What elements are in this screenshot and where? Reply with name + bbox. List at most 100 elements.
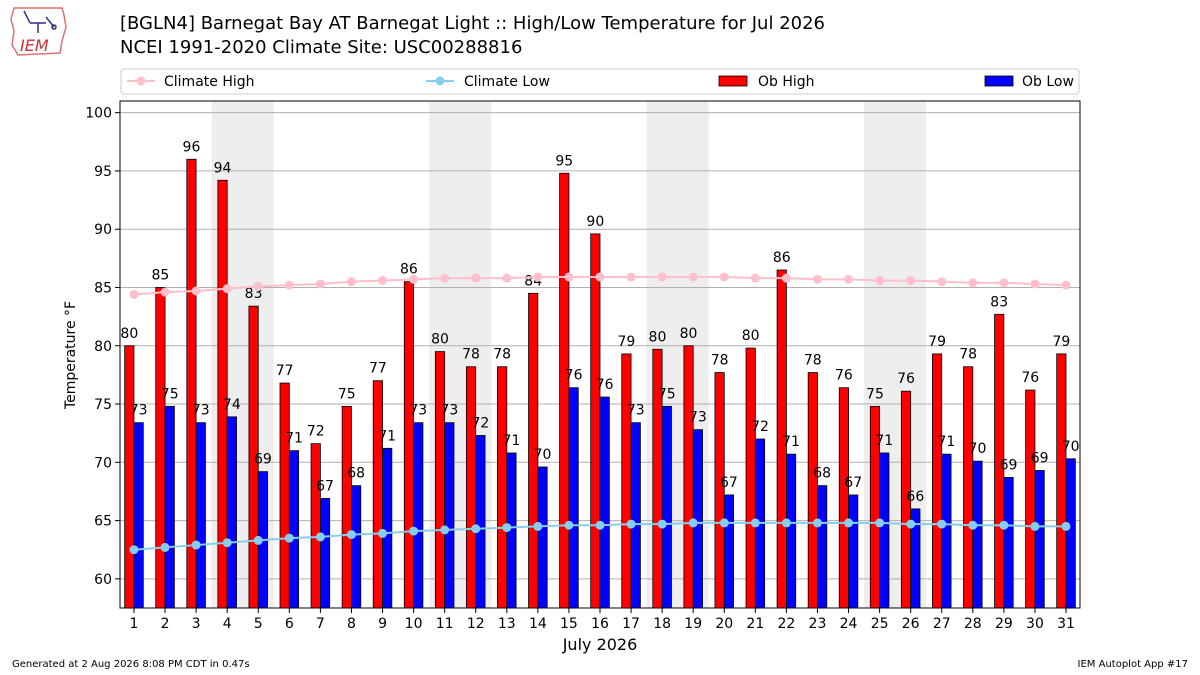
ob-low-label: 73	[130, 403, 148, 419]
ob-high-bar	[186, 158, 197, 609]
climate-high-point	[129, 289, 139, 299]
climate-low-point	[378, 528, 388, 538]
ob-high-bar	[745, 347, 756, 609]
climate-high-point	[999, 278, 1009, 288]
climate-low-point	[284, 533, 294, 543]
ob-low-bar	[164, 405, 175, 609]
ob-low-label: 71	[782, 434, 800, 450]
y-tick-label: 100	[85, 106, 112, 122]
ob-high-bar	[279, 382, 290, 609]
chart-title: [BGLN4] Barnegat Bay AT Barnegat Light :…	[120, 13, 825, 34]
ob-low-label: 76	[565, 368, 583, 384]
climate-low-point	[968, 520, 978, 530]
generated-timestamp: Generated at 2 Aug 2026 8:08 PM CDT in 0…	[12, 659, 250, 670]
x-tick-label: 20	[715, 616, 733, 632]
ob-low-label: 76	[596, 377, 614, 393]
y-tick-label: 70	[94, 455, 112, 471]
ob-low-bar	[723, 494, 734, 609]
y-tick-label: 60	[94, 572, 112, 588]
climate-low-point	[657, 519, 667, 529]
climate-low-point	[346, 530, 356, 540]
ob-low-bar	[444, 422, 455, 609]
climate-high-point	[533, 272, 543, 282]
ob-high-label: 78	[959, 347, 977, 363]
ob-low-bar	[413, 422, 424, 609]
ob-high-label: 78	[711, 353, 729, 369]
climate-high-point	[502, 273, 512, 283]
climate-low-point	[844, 518, 854, 528]
climate-high-point	[626, 272, 636, 282]
x-tick-label: 9	[378, 616, 387, 632]
ob-low-label: 71	[285, 431, 303, 447]
ob-high-label: 80	[120, 326, 138, 342]
ob-high-bar	[559, 172, 570, 609]
ob-high-bar	[963, 366, 974, 609]
x-tick-label: 3	[192, 616, 201, 632]
x-tick-label: 1	[130, 616, 139, 632]
ob-high-label: 95	[555, 153, 573, 169]
x-tick-label: 22	[777, 616, 795, 632]
ob-high-label: 77	[369, 361, 387, 377]
ob-high-bar	[310, 443, 321, 609]
ob-low-bar	[941, 453, 952, 609]
ob-high-label: 83	[990, 294, 1008, 310]
climate-low-point	[191, 540, 201, 550]
climate-high-point	[315, 279, 325, 289]
x-tick-label: 24	[840, 616, 858, 632]
ob-high-label: 77	[276, 363, 294, 379]
ob-low-bar	[599, 396, 610, 609]
x-tick-label: 5	[254, 616, 263, 632]
ob-low-label: 69	[1031, 450, 1049, 466]
ob-high-bar	[1056, 353, 1067, 609]
climate-low-point	[719, 518, 729, 528]
climate-high-point	[595, 272, 605, 282]
ob-low-label: 71	[378, 428, 396, 444]
x-tick-label: 26	[902, 616, 920, 632]
ob-low-label: 73	[440, 403, 458, 419]
y-tick-label: 65	[94, 514, 112, 530]
ob-high-label: 96	[183, 139, 201, 155]
ob-low-bar	[817, 485, 828, 609]
x-tick-label: 14	[529, 616, 547, 632]
ob-high-label: 94	[214, 160, 232, 176]
ob-high-bar	[683, 345, 694, 609]
climate-low-point	[533, 521, 543, 531]
climate-high-point	[346, 277, 356, 287]
y-tick-label: 85	[94, 280, 112, 296]
x-tick-label: 11	[436, 616, 454, 632]
ob-low-label: 67	[316, 478, 334, 494]
ob-low-bar	[848, 494, 859, 609]
y-tick-label: 90	[94, 222, 112, 238]
x-tick-label: 15	[560, 616, 578, 632]
ob-high-bar	[403, 281, 414, 609]
climate-low-point	[471, 524, 481, 534]
ob-low-bar	[1065, 458, 1076, 609]
ob-low-bar	[226, 416, 237, 609]
ob-low-bar	[786, 453, 797, 609]
x-tick-label: 2	[161, 616, 170, 632]
ob-low-bar	[382, 447, 393, 609]
ob-low-label: 73	[689, 410, 707, 426]
climate-high-point	[906, 275, 916, 285]
chart-subtitle: NCEI 1991-2020 Climate Site: USC00288816	[120, 37, 523, 58]
climate-low-point	[688, 518, 698, 528]
climate-high-point	[1030, 279, 1040, 289]
climate-high-point	[409, 274, 419, 284]
ob-high-label: 79	[617, 334, 635, 350]
ob-high-bar	[932, 353, 943, 609]
ob-low-bar	[879, 452, 890, 609]
ob-high-label: 85	[151, 267, 169, 283]
ob-high-label: 86	[773, 250, 791, 266]
climate-high-point	[284, 280, 294, 290]
climate-high-point	[750, 273, 760, 283]
ob-high-bar	[590, 233, 601, 609]
climate-high-point	[657, 272, 667, 282]
x-tick-label: 21	[746, 616, 764, 632]
climate-high-point	[688, 272, 698, 282]
ob-high-label: 75	[866, 386, 884, 402]
ob-high-label: 75	[338, 386, 356, 402]
ob-high-label: 80	[431, 332, 449, 348]
ob-low-bar	[972, 460, 983, 609]
x-tick-label: 25	[871, 616, 889, 632]
y-axis-label: Temperature °F	[63, 301, 79, 410]
